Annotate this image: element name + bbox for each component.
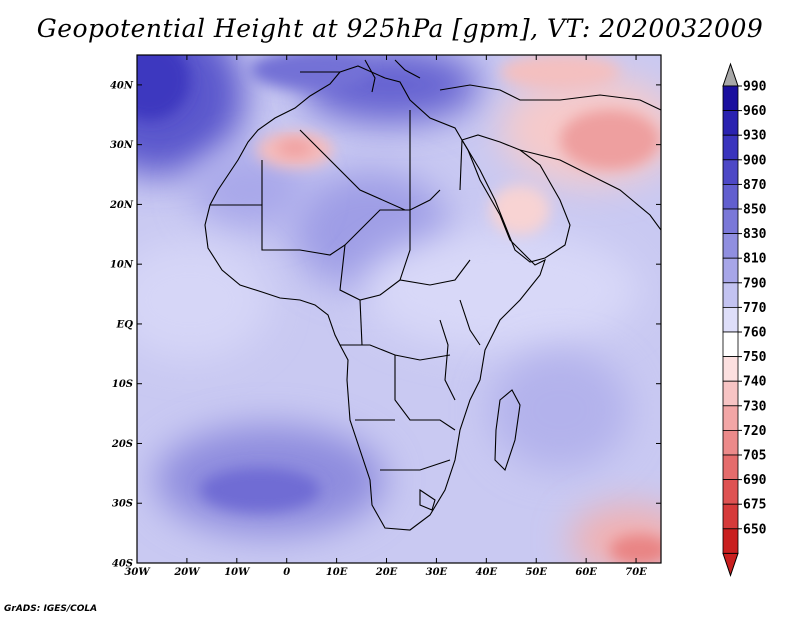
colorbar-swatch bbox=[722, 356, 739, 382]
colorbar-swatch bbox=[722, 257, 739, 284]
map-title: Geopotential Height at 925hPa [gpm], VT:… bbox=[36, 14, 764, 43]
lon-label: 10W bbox=[224, 567, 251, 578]
colorbar-label: 960 bbox=[743, 104, 767, 119]
lat-label: 10S bbox=[112, 379, 133, 390]
colorbar-label: 750 bbox=[743, 350, 767, 365]
colorbar-label: 770 bbox=[743, 301, 767, 316]
colorbar-swatch bbox=[722, 282, 739, 308]
lat-label: 20S bbox=[111, 439, 133, 450]
coastlines bbox=[204, 59, 661, 531]
colorbar-swatch bbox=[722, 306, 739, 333]
colorbar-swatch bbox=[722, 528, 739, 554]
lon-label: 20E bbox=[375, 567, 398, 578]
colorbar-label: 900 bbox=[743, 153, 767, 168]
colorbar-label: 850 bbox=[743, 203, 767, 218]
colorbar-label: 690 bbox=[743, 473, 767, 488]
colorbar-swatch bbox=[722, 208, 739, 235]
lat-label: 40N bbox=[110, 80, 134, 91]
lon-label: 10E bbox=[326, 567, 348, 578]
colorbar-label: 650 bbox=[743, 522, 767, 537]
lat-label: 10N bbox=[110, 260, 134, 271]
colorbar-label: 740 bbox=[743, 375, 767, 390]
colorbar-swatch bbox=[722, 159, 739, 185]
colorbar-label: 870 bbox=[743, 178, 767, 193]
colorbar-swatch bbox=[722, 380, 739, 407]
colorbar-label: 790 bbox=[743, 276, 767, 291]
lat-label: 20N bbox=[109, 200, 134, 211]
lon-label: 30E bbox=[426, 567, 448, 578]
colorbar-swatch bbox=[722, 503, 739, 530]
colorbar-swatch bbox=[722, 183, 739, 210]
grads-credit: GrADS: IGES/COLA bbox=[4, 604, 98, 614]
lat-label: 30S bbox=[112, 499, 133, 510]
lat-label: 40S bbox=[112, 559, 133, 570]
colorbar-swatch bbox=[722, 429, 739, 456]
colorbar-label: 810 bbox=[743, 252, 767, 267]
lat-label: EQ bbox=[116, 319, 134, 330]
lon-label: 40E bbox=[476, 567, 498, 578]
lon-label: 70E bbox=[625, 567, 647, 578]
colorbar-label: 830 bbox=[743, 227, 767, 242]
colorbar-label: 730 bbox=[743, 399, 767, 414]
lon-label: 0 bbox=[283, 567, 290, 578]
colorbar-label: 675 bbox=[743, 498, 766, 513]
plot-frame bbox=[136, 54, 662, 564]
colorbar: 990 960 930 900 870 850 830 810 790 770 760 750 740 7… bbox=[722, 62, 767, 577]
colorbar-swatch bbox=[722, 405, 739, 431]
colorbar-swatch bbox=[722, 134, 739, 161]
colorbar-swatch bbox=[722, 454, 739, 481]
lon-label: 50E bbox=[525, 567, 547, 578]
colorbar-swatch bbox=[722, 331, 739, 358]
colorbar-label: 720 bbox=[743, 424, 767, 439]
lon-label: 20W bbox=[173, 567, 201, 578]
colorbar-swatch bbox=[722, 110, 739, 136]
colorbar-bottom-arrow bbox=[722, 552, 739, 577]
colorbar-swatch bbox=[722, 85, 739, 112]
colorbar-label: 705 bbox=[743, 449, 766, 464]
lat-label: 30N bbox=[110, 140, 134, 151]
colorbar-label: 990 bbox=[743, 80, 767, 95]
lon-label: 30W bbox=[124, 567, 151, 578]
colorbar-top-arrow bbox=[722, 62, 739, 87]
colorbar-label: 930 bbox=[743, 129, 767, 144]
colorbar-swatch bbox=[722, 233, 739, 259]
colorbar-swatch bbox=[722, 479, 739, 505]
colorbar-label: 760 bbox=[743, 326, 767, 341]
height-field bbox=[137, 55, 661, 563]
lon-label: 60E bbox=[575, 567, 597, 578]
